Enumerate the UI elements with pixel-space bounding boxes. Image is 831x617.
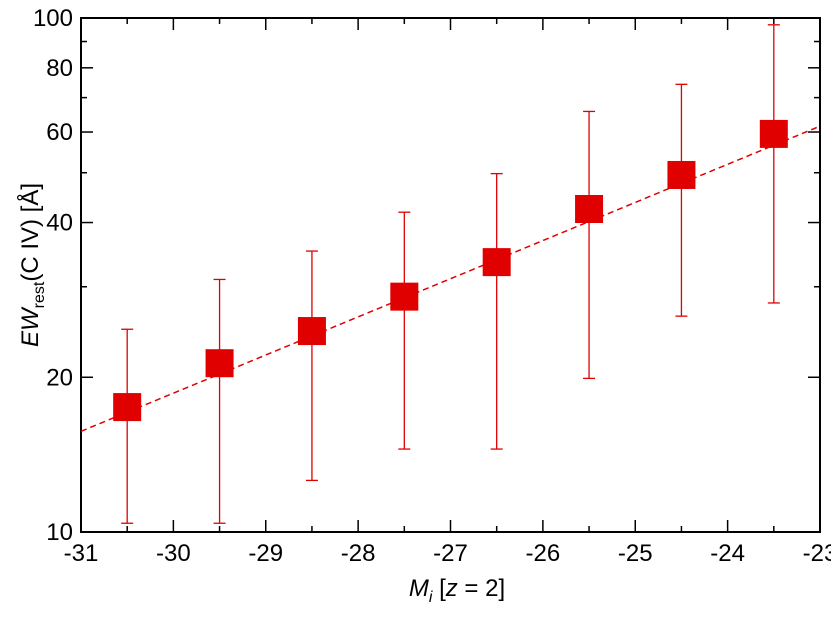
y-axis-title-rest: (C IV) [Å] <box>16 183 44 282</box>
x-axis-title-var: z <box>445 575 458 602</box>
x-axis-title-main: M <box>409 575 429 602</box>
x-tick-label: -27 <box>433 540 468 567</box>
x-tick-label: -23 <box>803 540 831 567</box>
x-tick-label: -30 <box>156 540 191 567</box>
y-axis-title-main: EW <box>17 306 44 347</box>
x-axis-title-rest2: = 2] <box>458 575 505 602</box>
y-tick-label: 40 <box>46 210 73 237</box>
y-axis-title: EWrest(C IV) [Å] <box>16 183 48 347</box>
data-point-marker <box>205 349 234 378</box>
data-point-marker <box>667 160 696 189</box>
x-tick-label: -25 <box>618 540 653 567</box>
y-tick-label: 80 <box>46 55 73 82</box>
y-tick-label: 10 <box>46 519 73 546</box>
x-tick-label: -31 <box>64 540 99 567</box>
x-tick-label: -26 <box>526 540 561 567</box>
data-point-marker <box>390 282 419 311</box>
x-tick-label: -29 <box>248 540 283 567</box>
y-axis-title-sub: rest <box>31 281 48 308</box>
x-tick-label: -28 <box>341 540 376 567</box>
data-point-marker <box>113 393 142 422</box>
x-axis-title-rest1: [ <box>432 575 446 602</box>
y-tick-label: 100 <box>33 5 73 32</box>
y-tick-label: 20 <box>46 364 73 391</box>
x-axis-title-sub: i <box>429 589 433 606</box>
fit-line <box>80 125 821 433</box>
data-point-marker <box>297 317 326 346</box>
data-point-marker <box>759 119 788 148</box>
data-point-marker <box>482 248 511 277</box>
x-tick-label: -24 <box>710 540 745 567</box>
y-tick-label: 60 <box>46 119 73 146</box>
x-axis-title: Mi [z = 2] <box>409 575 505 606</box>
plot-frame <box>80 17 821 533</box>
data-point-marker <box>575 195 604 224</box>
